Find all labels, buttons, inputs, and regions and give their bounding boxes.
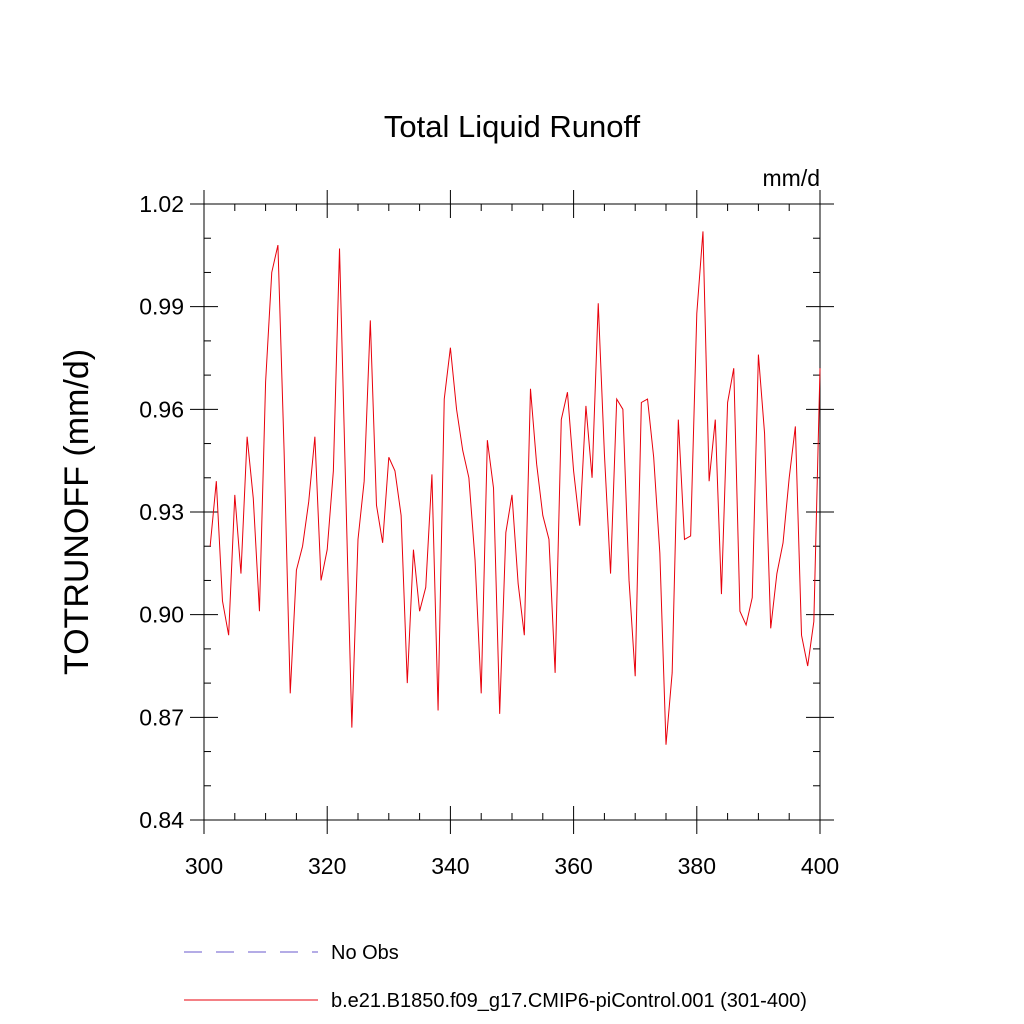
axes: 300 320 340 360 380 400 0.84 0.87 0.90 0.93 0.96 0.… — [139, 190, 839, 879]
y-axis-label: TOTRUNOFF (mm/d) — [58, 349, 96, 675]
y-tick-label: 0.87 — [139, 704, 184, 730]
y-tick-label: 1.02 — [139, 191, 184, 217]
plot-frame — [203, 203, 821, 821]
series-line — [209, 231, 821, 745]
y-tick-label: 0.84 — [139, 807, 184, 833]
legend-label-2: b.e21.B1850.f09_g17.CMIP6-piControl.001 … — [331, 990, 807, 1012]
legend-label-1: No Obs — [331, 942, 399, 964]
x-tick-label: 340 — [431, 853, 469, 879]
x-tick-label: 300 — [185, 853, 223, 879]
x-tick-label: 400 — [801, 853, 839, 879]
x-tick-label: 320 — [308, 853, 346, 879]
x-tick-label: 380 — [678, 853, 716, 879]
y-tick-label: 0.99 — [139, 294, 184, 320]
legend: No Obs b.e21.B1850.f09_g17.CMIP6-piContro… — [184, 942, 807, 1012]
y-tick-label: 0.93 — [139, 499, 184, 525]
chart-title: Total Liquid Runoff — [384, 109, 641, 144]
y-tick-label: 0.90 — [139, 602, 184, 628]
units-label: mm/d — [763, 165, 821, 191]
plot-area — [209, 231, 821, 745]
y-tick-label: 0.96 — [139, 396, 184, 422]
x-tick-label: 360 — [554, 853, 592, 879]
